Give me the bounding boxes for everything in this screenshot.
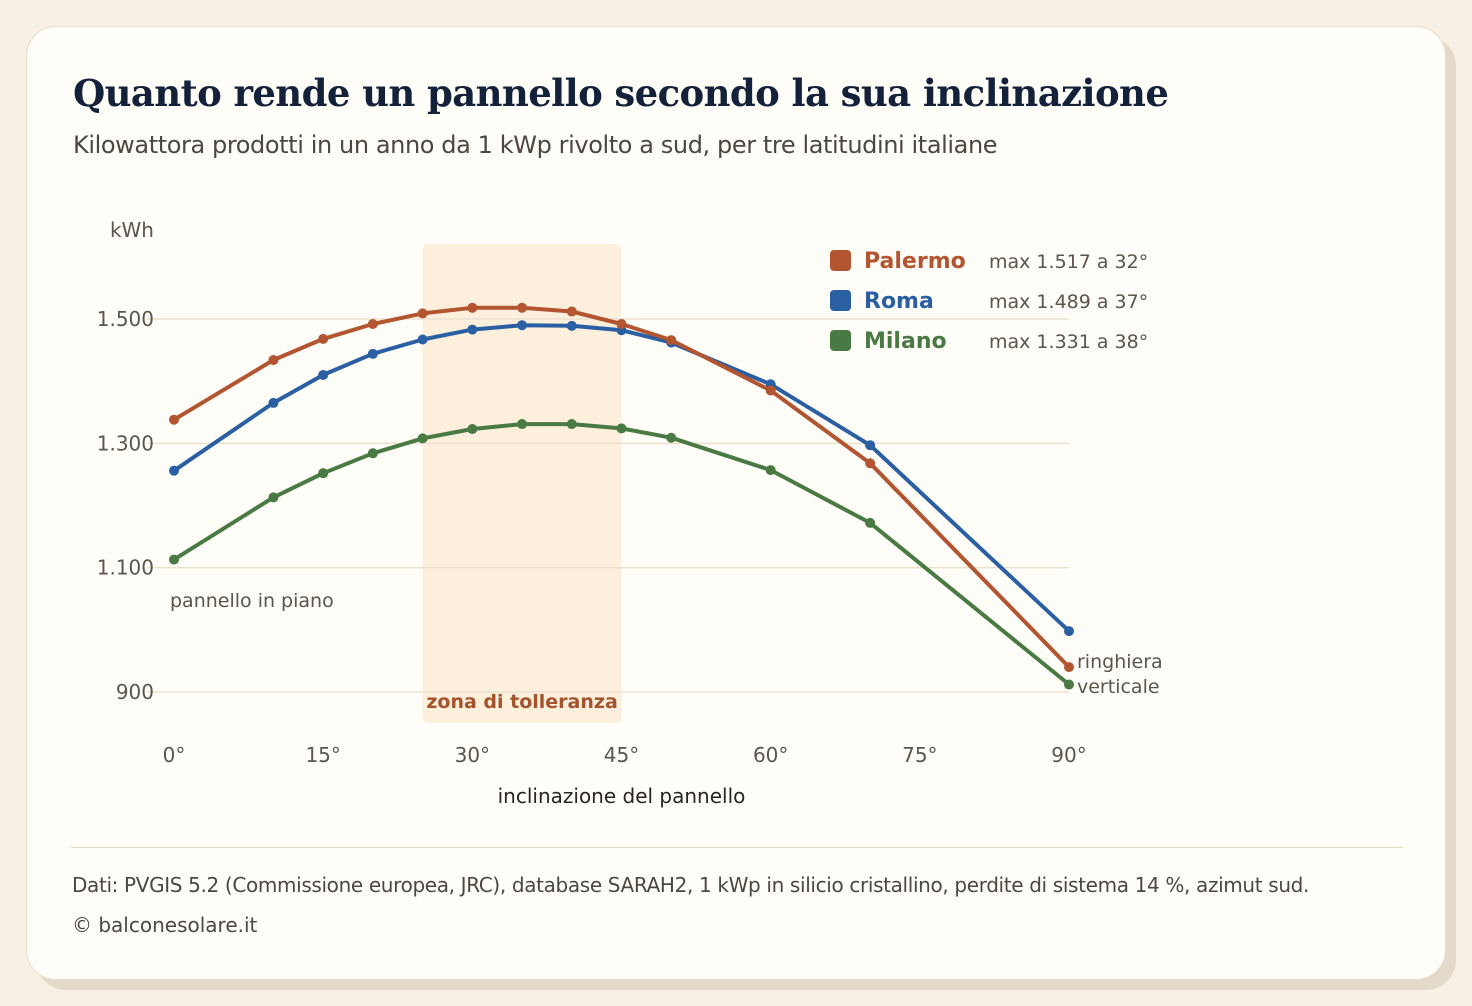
data-point-roma — [1064, 626, 1074, 637]
data-point-palermo — [616, 318, 627, 329]
chart-title: Quanto rende un pannello secondo la sua … — [73, 71, 1169, 115]
tolerance-band-label: zona di tolleranza — [426, 691, 617, 713]
y-tick-label: 900 — [116, 680, 154, 704]
data-point-milano — [268, 492, 279, 503]
legend-swatch-roma — [830, 290, 851, 311]
data-point-milano — [616, 423, 627, 434]
data-point-roma — [268, 397, 279, 408]
data-point-palermo — [417, 308, 428, 319]
chart-subtitle: Kilowattora prodotti in un anno da 1 kWp… — [73, 131, 998, 159]
data-point-palermo — [1064, 662, 1074, 673]
data-point-roma — [417, 334, 428, 345]
data-point-palermo — [765, 385, 776, 396]
footer-divider — [71, 847, 1403, 848]
data-point-milano — [865, 517, 876, 528]
annotation-flat-panel: pannello in piano — [170, 590, 334, 612]
x-tick-label: 0° — [163, 743, 186, 767]
chart-card: Quanto rende un pannello secondo la sua … — [26, 26, 1446, 980]
x-tick-label: 75° — [902, 743, 937, 767]
data-point-milano — [765, 465, 776, 476]
annotation-vertical: verticale — [1077, 676, 1160, 698]
y-tick-label: 1.500 — [97, 307, 154, 331]
data-point-roma — [318, 369, 329, 380]
data-point-palermo — [169, 414, 179, 425]
data-point-milano — [517, 419, 528, 430]
data-point-milano — [566, 419, 577, 430]
annotation-railing: ringhiera — [1077, 651, 1163, 673]
x-axis-label: inclinazione del pannello — [498, 784, 746, 808]
legend-max-label: max 1.517 a 32° — [989, 251, 1148, 273]
data-point-palermo — [865, 458, 876, 469]
x-tick-label: 45° — [604, 743, 639, 767]
source-note: Dati: PVGIS 5.2 (Commissione europea, JR… — [72, 873, 1310, 897]
legend-swatch-milano — [830, 330, 851, 351]
legend-name: Palermo — [864, 249, 966, 274]
tolerance-band — [422, 244, 622, 723]
data-point-roma — [517, 320, 528, 331]
data-point-milano — [417, 433, 428, 444]
line-chart: zona di tolleranza 900 1.100 1.300 1.500 kWh 0… — [97, 218, 1163, 808]
data-point-milano — [666, 432, 677, 443]
data-point-roma — [367, 348, 378, 359]
x-tick-label: 60° — [753, 743, 788, 767]
data-point-milano — [467, 424, 478, 435]
x-tick-label: 30° — [455, 743, 490, 767]
data-point-palermo — [367, 318, 378, 329]
data-point-palermo — [517, 302, 528, 313]
legend-name: Roma — [864, 289, 934, 314]
data-point-milano — [169, 554, 179, 565]
data-point-palermo — [566, 306, 577, 317]
data-point-palermo — [467, 302, 478, 313]
y-tick-label: 1.300 — [97, 431, 154, 455]
legend-swatch-palermo — [830, 250, 851, 271]
x-tick-label: 15° — [305, 743, 340, 767]
data-point-milano — [367, 448, 378, 459]
data-point-palermo — [268, 355, 279, 366]
legend-name: Milano — [864, 329, 947, 354]
data-point-roma — [566, 320, 577, 331]
credit-link[interactable]: © balconesolare.it — [72, 913, 258, 937]
data-point-palermo — [666, 335, 677, 346]
data-point-milano — [1064, 679, 1074, 690]
legend-max-label: max 1.489 a 37° — [989, 291, 1148, 313]
data-point-roma — [865, 440, 876, 451]
y-tick-label: 1.100 — [97, 556, 154, 580]
data-point-palermo — [318, 333, 329, 344]
legend-max-label: max 1.331 a 38° — [989, 331, 1148, 353]
data-point-roma — [467, 324, 478, 335]
y-axis-label: kWh — [110, 218, 154, 242]
x-tick-label: 90° — [1051, 743, 1086, 767]
data-point-roma — [169, 465, 179, 476]
data-point-milano — [318, 468, 329, 479]
